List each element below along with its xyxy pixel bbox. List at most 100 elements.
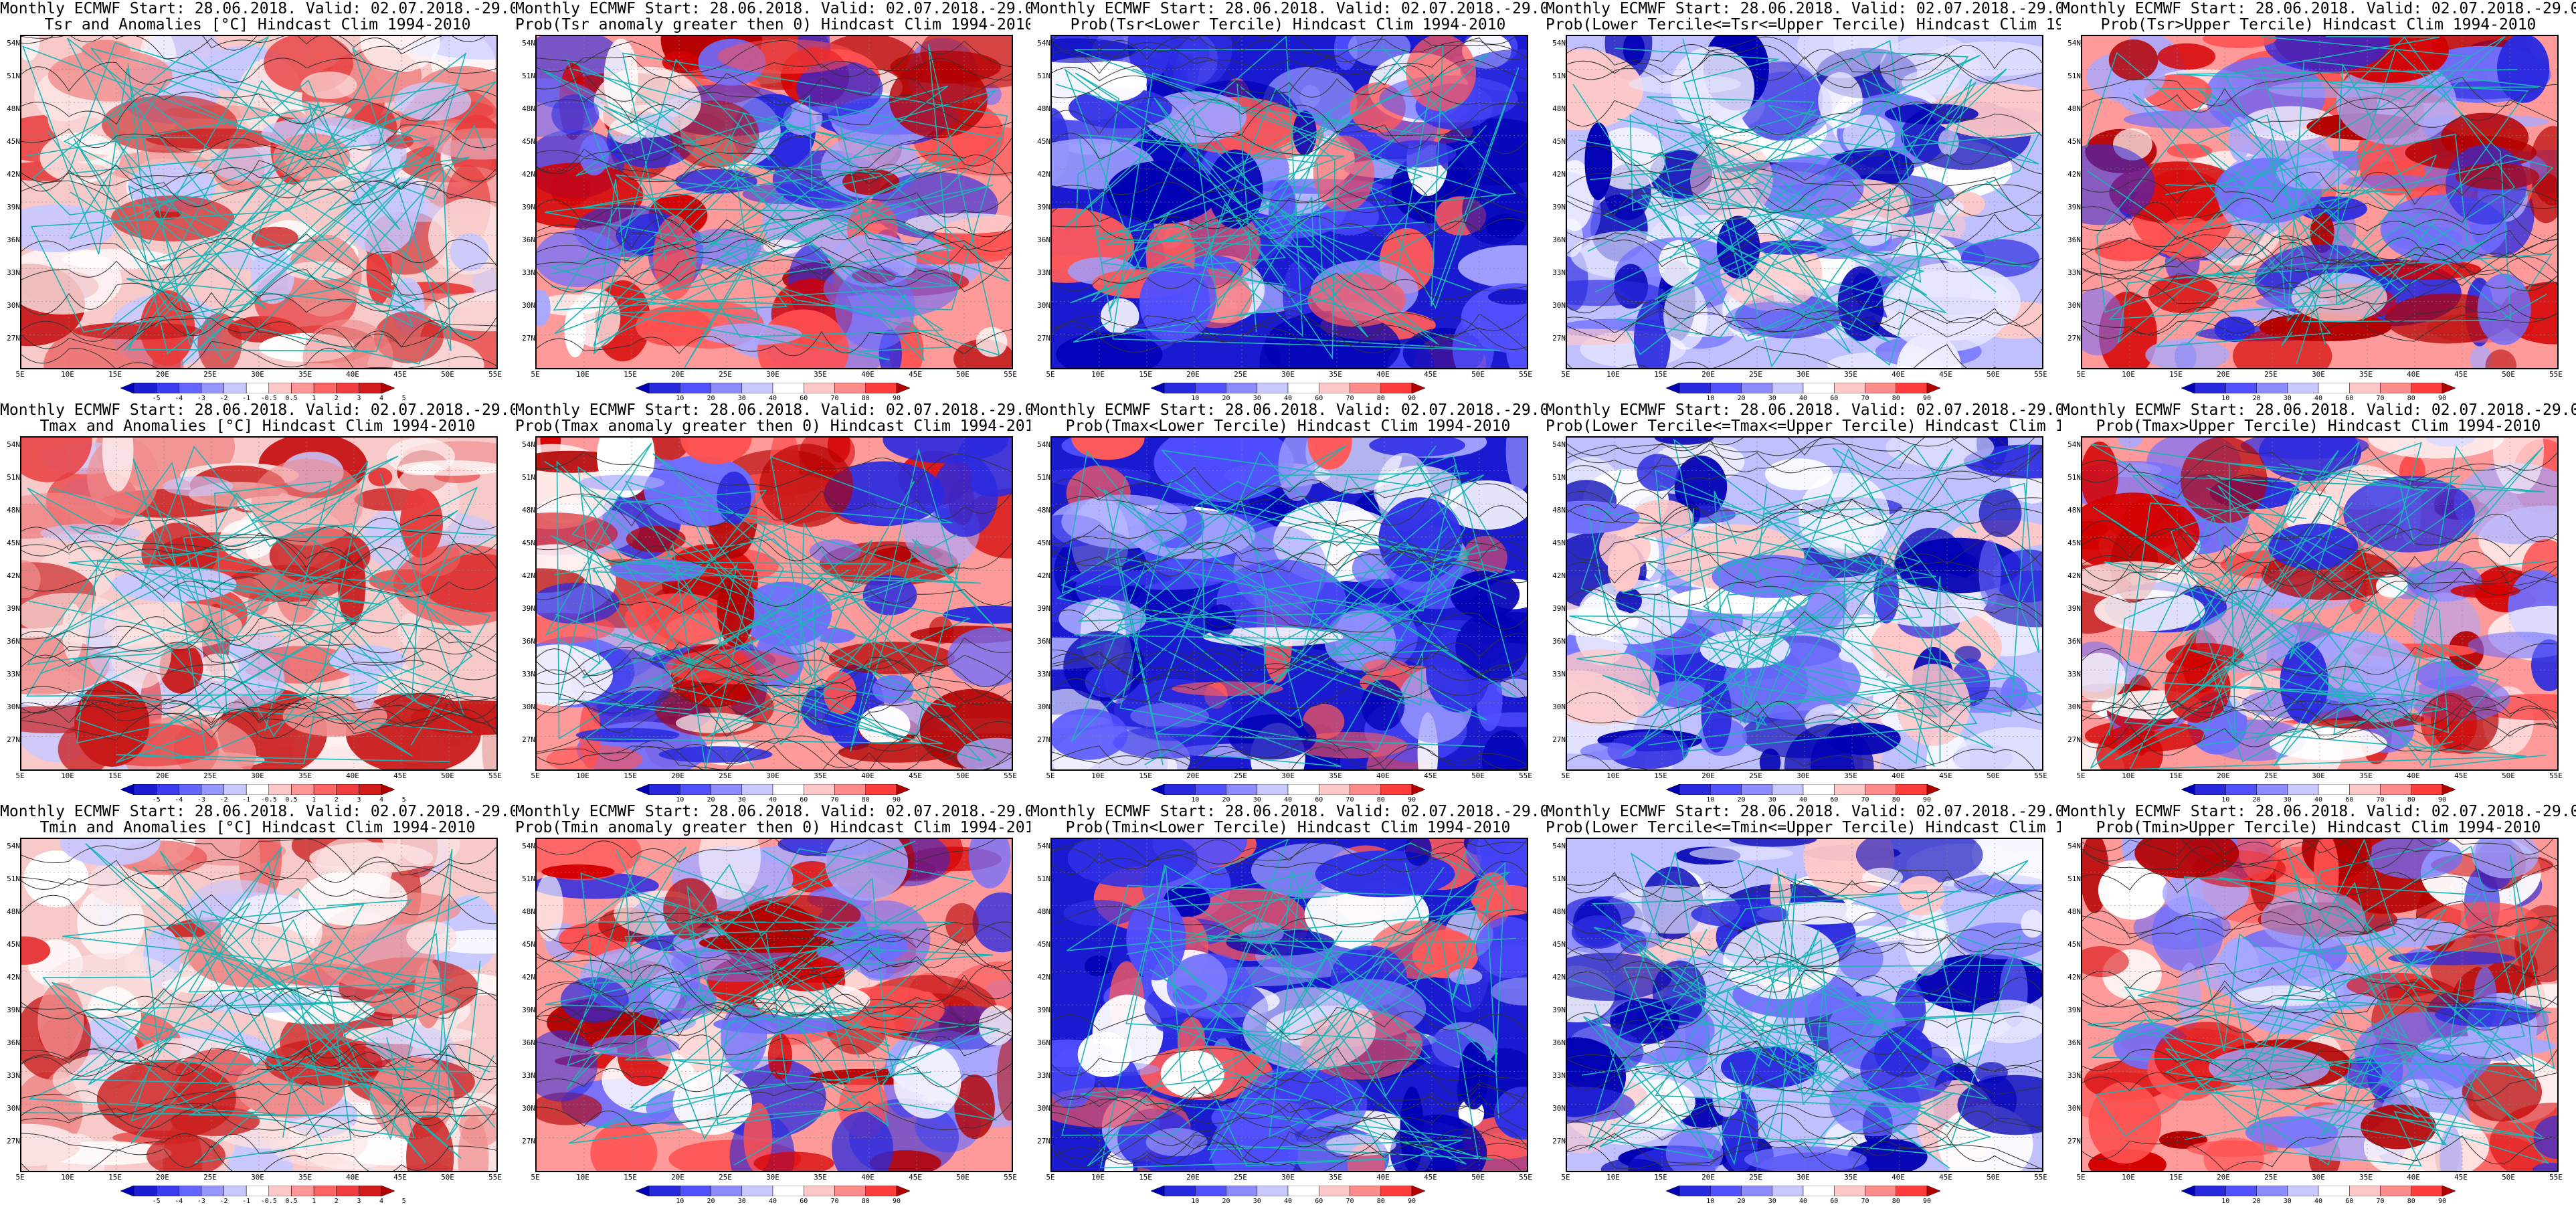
latitude-label: 45N <box>7 539 20 547</box>
color-scale-tick: 70 <box>830 395 839 402</box>
color-scale-tick: 60 <box>1830 1198 1839 1205</box>
longitude-label: 40E <box>1376 771 1390 780</box>
map-canvas <box>1567 438 2042 769</box>
color-scale-tick: 3 <box>357 395 361 402</box>
color-scale-tick: -5 <box>152 796 161 804</box>
color-scale-tick: 10 <box>1706 796 1715 804</box>
latitude-label: 33N <box>7 1071 20 1080</box>
color-scale-tick: 10 <box>676 395 684 402</box>
longitude-label: 30E <box>1281 1173 1295 1182</box>
color-scale-tick: 5 <box>401 796 406 804</box>
longitude-label: 20E <box>1186 1173 1200 1182</box>
longitude-label: 35E <box>298 1173 312 1182</box>
longitude-label: 15E <box>624 1173 637 1182</box>
longitude-label: 40E <box>346 771 359 780</box>
forecast-map <box>535 436 1013 771</box>
longitude-label: 15E <box>108 771 122 780</box>
longitude-label: 50E <box>956 1173 970 1182</box>
latitude-label: 45N <box>522 137 535 146</box>
color-scale-tick: 90 <box>892 1198 901 1205</box>
latitude-label: 42N <box>522 973 535 982</box>
longitude-label: 45E <box>1424 771 1437 780</box>
color-scale-tick: 20 <box>2252 395 2261 402</box>
color-scale-tick: 90 <box>1922 395 1932 402</box>
longitude-label: 40E <box>1892 771 1905 780</box>
color-scale-tick: 90 <box>1407 395 1416 402</box>
longitude-label: 45E <box>393 1173 407 1182</box>
latitude-label: 51N <box>2067 874 2081 883</box>
latitude-label: 51N <box>1037 874 1050 883</box>
latitude-label: 51N <box>1552 473 1566 482</box>
forecast-map <box>2081 838 2559 1172</box>
latitude-label: 33N <box>1552 1071 1566 1080</box>
longitude-label: 50E <box>956 370 970 379</box>
latitude-label: 54N <box>2067 39 2081 48</box>
longitude-label: 5E <box>15 771 25 780</box>
latitude-label: 39N <box>2067 604 2081 613</box>
latitude-label: 42N <box>522 571 535 580</box>
latitude-label: 45N <box>1037 940 1050 949</box>
latitude-label: 48N <box>2067 506 2081 515</box>
color-scale-tick: 20 <box>2252 796 2261 804</box>
latitude-label: 54N <box>1552 39 1566 48</box>
color-scale-tick: 90 <box>2437 1198 2447 1205</box>
color-scale-tick: 90 <box>2437 395 2447 402</box>
latitude-label: 33N <box>522 670 535 678</box>
longitude-label: 5E <box>531 370 540 379</box>
longitude-label: 25E <box>2264 771 2278 780</box>
longitude-label: 5E <box>2076 771 2086 780</box>
color-scale-tick: 20 <box>2252 1198 2261 1205</box>
longitude-label: 10E <box>1091 1173 1105 1182</box>
latitude-label: 42N <box>7 571 20 580</box>
color-scale-tick: -5 <box>152 1198 161 1205</box>
color-scale-tick: 80 <box>1376 796 1385 804</box>
latitude-label: 54N <box>1552 440 1566 449</box>
latitude-label: 48N <box>1037 907 1050 916</box>
color-scale-tick: 80 <box>1892 395 1900 402</box>
longitude-label: 25E <box>1749 1173 1762 1182</box>
color-scale-tick: -5 <box>152 395 161 402</box>
latitude-label: 48N <box>1552 506 1566 515</box>
color-scale-tick: 60 <box>1315 1198 1323 1205</box>
latitude-label: 30N <box>7 703 20 711</box>
latitude-label: 36N <box>1037 1038 1050 1047</box>
color-scale-tick: 20 <box>1222 395 1230 402</box>
panel-title: Monthly ECMWF Start: 28.06.2018. Valid: … <box>1030 0 1546 17</box>
color-scale-tick: -1 <box>242 1198 251 1205</box>
latitude-label: 42N <box>7 973 20 982</box>
color-scale-tick: -3 <box>197 395 205 402</box>
map-canvas <box>1052 438 1527 769</box>
longitude-label: 15E <box>108 370 122 379</box>
longitude-label: 55E <box>1519 1173 1532 1182</box>
longitude-label: 55E <box>1004 1173 1017 1182</box>
longitude-label: 55E <box>2549 771 2563 780</box>
latitude-label: 27N <box>1037 735 1050 744</box>
latitude-label: 45N <box>2067 539 2081 547</box>
longitude-label: 15E <box>624 771 637 780</box>
longitude-label: 20E <box>156 370 169 379</box>
color-scale-tick: 40 <box>1283 1198 1293 1205</box>
longitude-label: 50E <box>1471 1173 1485 1182</box>
latitude-label: 54N <box>7 842 20 850</box>
longitude-label: 30E <box>1281 771 1295 780</box>
longitude-label: 40E <box>2407 771 2420 780</box>
longitude-label: 50E <box>2502 771 2515 780</box>
longitude-label: 25E <box>719 771 732 780</box>
latitude-label: 36N <box>7 637 20 646</box>
color-scale-tick: 90 <box>1407 1198 1416 1205</box>
latitude-label: 48N <box>1037 104 1050 113</box>
latitude-label: 51N <box>7 473 20 482</box>
color-scale <box>1151 383 1425 393</box>
color-scale-tick: 90 <box>892 796 901 804</box>
color-scale-tick: 60 <box>800 796 808 804</box>
color-scale-tick: 70 <box>1346 395 1354 402</box>
longitude-label: 50E <box>1987 771 2000 780</box>
panel-title: Monthly ECMWF Start: 28.06.2018. Valid: … <box>2061 0 2576 17</box>
forecast-panel: Monthly ECMWF Start: 28.06.2018. Valid: … <box>1546 803 2061 1205</box>
longitude-label: 20E <box>156 771 169 780</box>
color-scale-tick: 70 <box>1346 796 1354 804</box>
color-scale <box>120 784 395 795</box>
color-scale-tick: 70 <box>1861 1198 1869 1205</box>
color-scale-tick: 90 <box>1922 1198 1932 1205</box>
color-scale <box>1666 784 1940 795</box>
